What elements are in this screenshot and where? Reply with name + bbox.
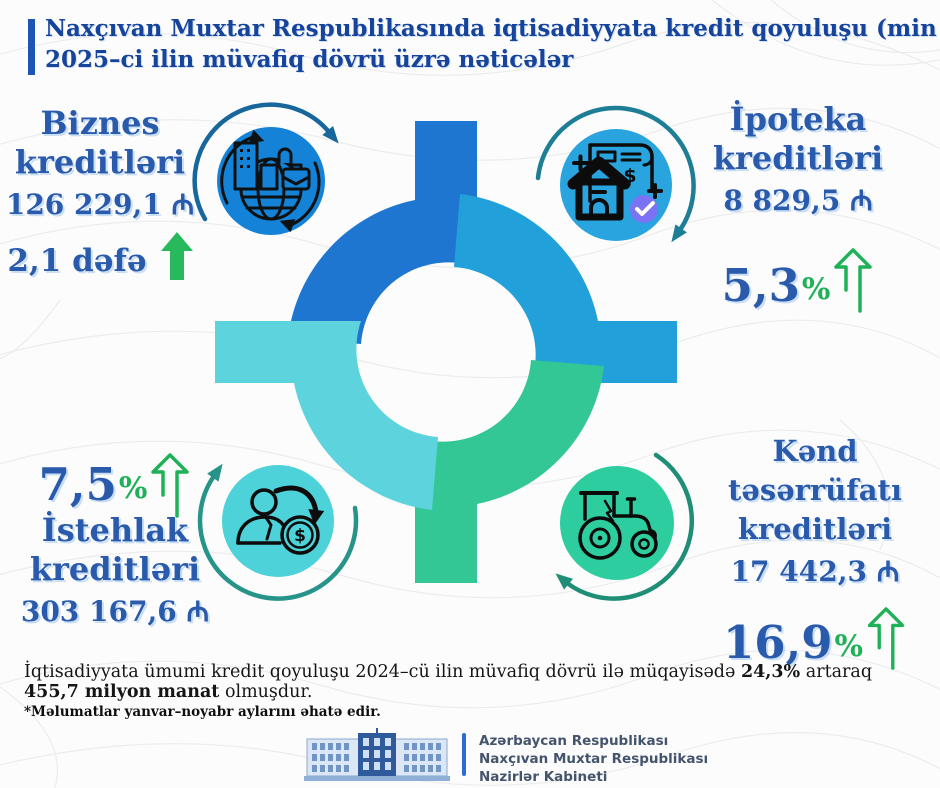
orbit-arc-biznes: [192, 102, 332, 222]
consumer-person-coin-icon: $: [222, 465, 334, 577]
orbit-arc-kend: [564, 452, 695, 601]
istehlak-value: 303 167,6 ₼: [20, 595, 210, 628]
check-badge-icon: [630, 195, 658, 223]
title-accent-bar: [28, 19, 35, 75]
quadrant-istehlak: 7,5 % İstehlak kreditləri 303 167,6 ₼: [15, 443, 215, 629]
ipoteka-label-line1: İpoteka: [729, 100, 867, 138]
pinwheel-arm-south: [415, 360, 604, 583]
pinwheel-arm-east: [454, 194, 677, 383]
up-arrow-outline-icon: [867, 607, 905, 670]
kend-value: 17 442,3 ₼: [730, 555, 900, 588]
svg-text:$: $: [294, 526, 306, 546]
summary-bold-total: 455,7 milyon manat: [24, 682, 220, 702]
business-globe-icon: [217, 127, 325, 235]
summary-part3: olmuşdur.: [219, 682, 313, 702]
istehlak-label-line1: İstehlak: [41, 511, 189, 549]
ipoteka-label-line2: kreditləri: [712, 139, 884, 177]
istehlak-label-line2: kreditləri: [29, 550, 201, 588]
page-title-line2: 2025–ci ilin müvafiq dövrü üzrə nəticələ…: [45, 46, 574, 73]
tractor-icon: [560, 466, 674, 580]
footer: Azərbaycan Respublikası Naxçıvan Muxtar …: [0, 724, 940, 788]
summary-part2: artaraq: [800, 662, 873, 682]
footer-organization: Azərbaycan Respublikası Naxçıvan Muxtar …: [479, 732, 708, 786]
svg-text:$: $: [623, 165, 636, 187]
page-title-line1: Naxçıvan Muxtar Respublikasında iqtisadi…: [45, 15, 940, 42]
up-arrow-outline-icon: [834, 248, 873, 313]
quadrant-ipoteka: İpoteka kreditləri 8 829,5 ₼ 5,3 %: [700, 100, 896, 313]
ipoteka-change-unit: %: [801, 272, 831, 307]
orbit-arrowhead-kend: [555, 573, 574, 590]
biznes-label-line2: kreditləri: [14, 143, 186, 181]
biznes-label-line1: Biznes: [40, 104, 160, 142]
footer-org-line3: Nazirlər Kabineti: [479, 769, 608, 785]
istehlak-change: 7,5: [38, 458, 117, 511]
pinwheel-arms: [215, 121, 677, 583]
orbit-arc-ipoteka: [535, 105, 696, 233]
kend-label-line1: Kənd təsərrüfatı: [728, 434, 902, 507]
mortgage-house-icon: $: [560, 129, 672, 241]
orbit-arrowhead-biznes: [322, 125, 339, 144]
quadrant-biznes: Biznes kreditləri 126 229,1 ₼ 2,1 dəfə: [2, 104, 198, 280]
footnote-text: *Məlumatlar yanvar–noyabr aylarını əhatə…: [24, 704, 381, 720]
kend-label-line2: kreditləri: [737, 512, 893, 546]
summary-bold-change: 24,3%: [740, 662, 801, 682]
up-arrow-solid-icon: [160, 232, 193, 280]
footer-divider-bar: [462, 733, 466, 776]
istehlak-change-unit: %: [118, 471, 148, 506]
quadrant-kend-teserrufati: Kənd təsərrüfatı kreditləri 17 442,3 ₼ 1…: [690, 432, 940, 670]
footer-org-line2: Naxçıvan Muxtar Respublikası: [479, 751, 709, 767]
orbit-arrowhead-istehlak: [207, 463, 223, 482]
kend-change: 16,9: [722, 616, 833, 669]
orbit-arc-istehlak: [197, 473, 359, 601]
footer-org-line1: Azərbaycan Respublikası: [479, 733, 669, 749]
pinwheel-arm-north: [288, 121, 477, 344]
orbit-arcs: [192, 102, 696, 601]
summary-text: İqtisadiyyata ümumi kredit qoyuluşu 2024…: [24, 662, 929, 702]
ipoteka-value: 8 829,5 ₼: [723, 184, 873, 217]
government-building-logo: [304, 728, 450, 781]
orbit-arrowhead-ipoteka: [671, 224, 687, 243]
ipoteka-change: 5,3: [721, 259, 800, 312]
summary-part1: İqtisadiyyata ümumi kredit qoyuluşu 2024…: [24, 662, 741, 682]
up-arrow-outline-icon: [151, 453, 190, 518]
pinwheel-arm-west: [215, 321, 438, 510]
biznes-value: 126 229,1 ₼: [5, 188, 195, 221]
biznes-change: 2,1 dəfə: [7, 243, 147, 279]
kend-change-unit: %: [834, 629, 864, 664]
